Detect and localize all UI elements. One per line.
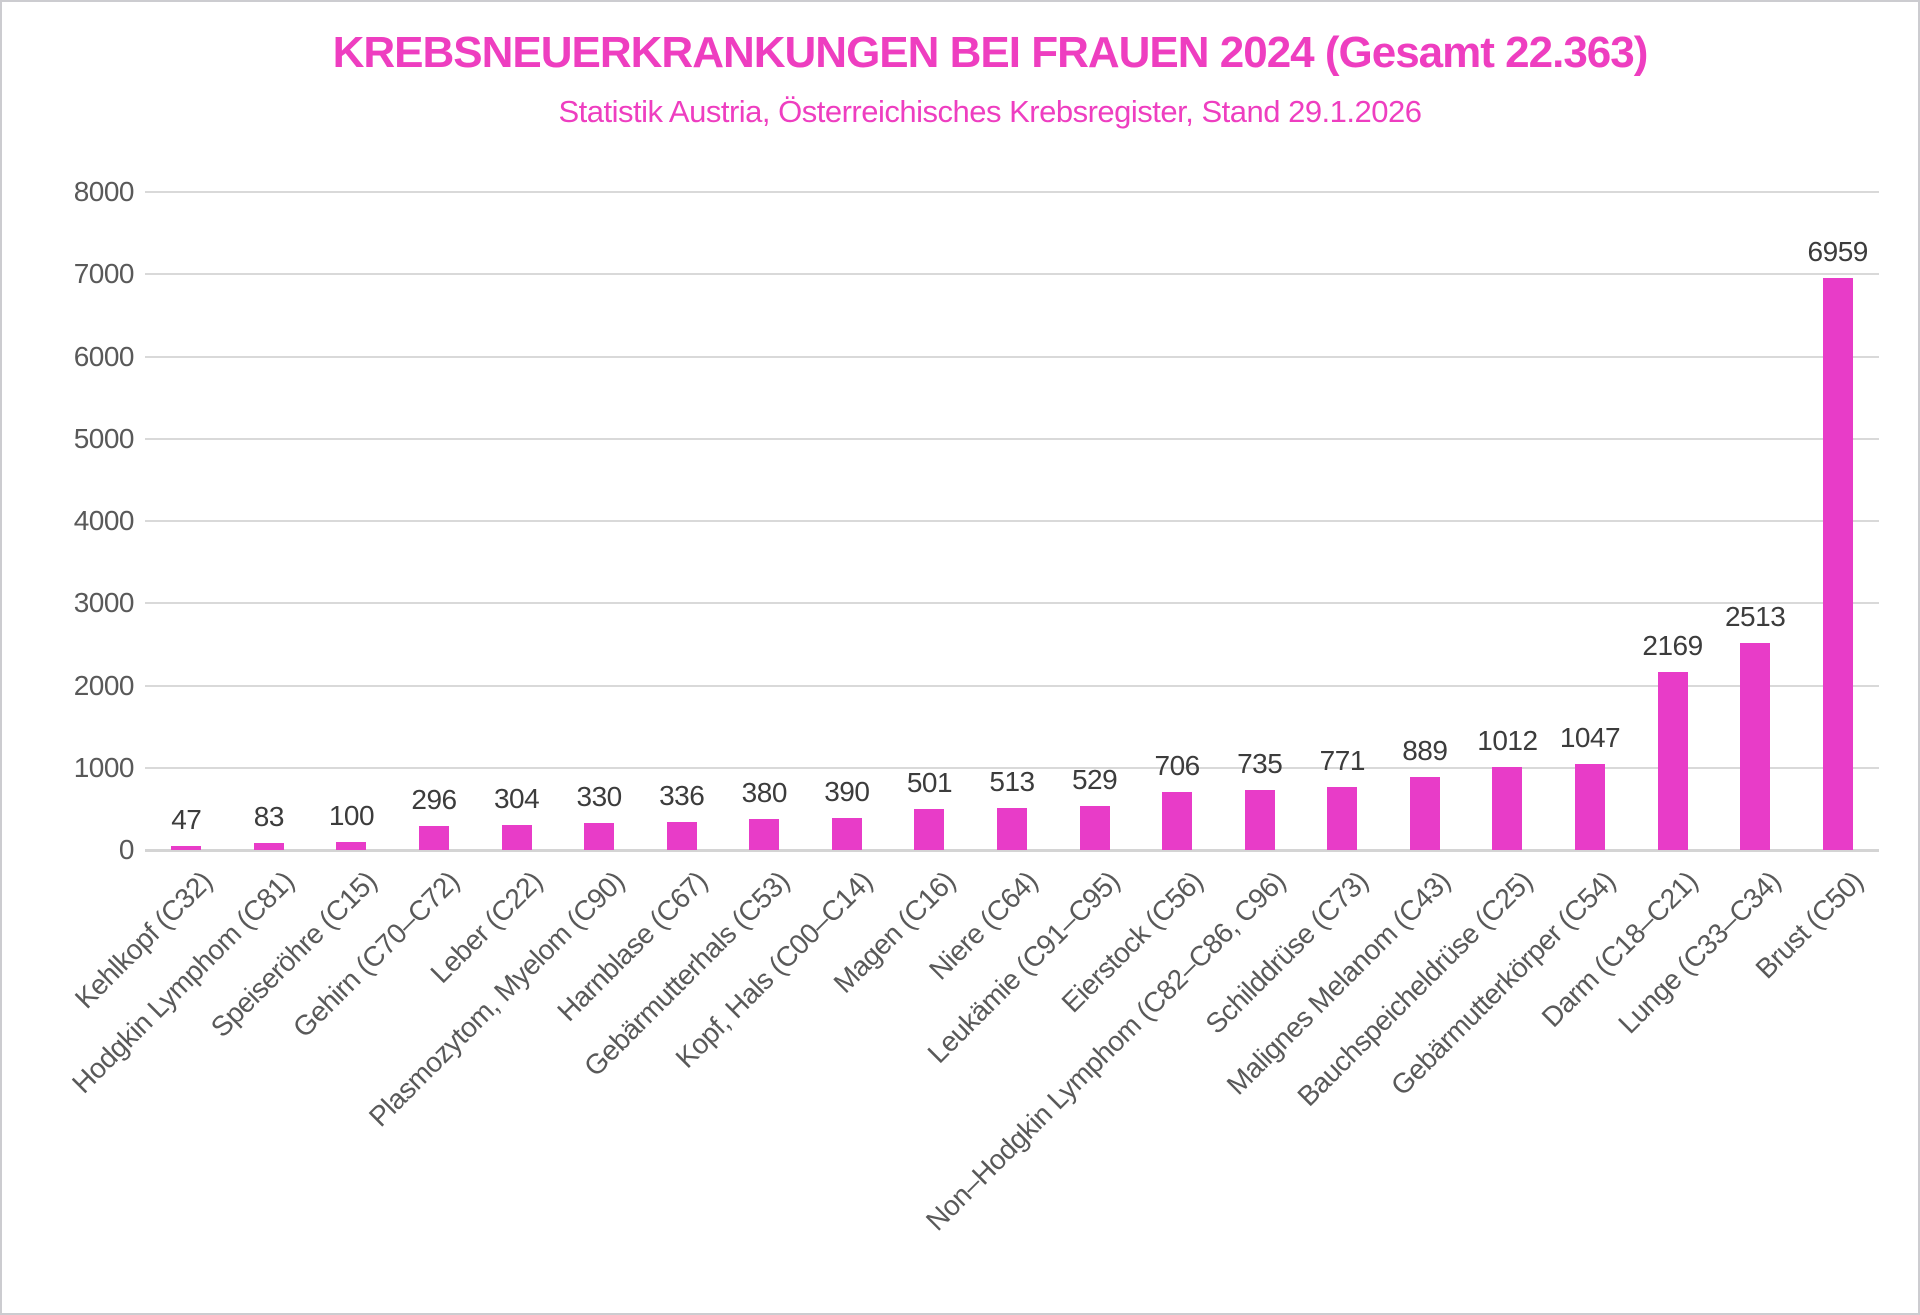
bar-value-label: 380	[741, 776, 788, 808]
bar	[1575, 763, 1605, 850]
bar-value-label: 706	[1154, 749, 1201, 781]
y-tick-label: 5000	[73, 422, 135, 454]
bar	[1409, 776, 1440, 850]
bar	[1492, 766, 1523, 850]
bar-value-label: 2513	[1724, 601, 1786, 633]
y-tick-label: 2000	[73, 669, 135, 701]
bar-value-label: 501	[906, 766, 953, 798]
bar-value-label: 83	[253, 801, 285, 833]
y-tick-label: 1000	[73, 751, 135, 783]
bar	[1079, 806, 1110, 850]
bar	[997, 807, 1027, 850]
bar	[253, 843, 284, 850]
gridline	[145, 437, 1879, 440]
gridline	[145, 191, 1879, 193]
bar-value-label: 304	[493, 782, 540, 814]
y-tick-label: 0	[118, 834, 135, 865]
bar-value-label: 6959	[1807, 235, 1869, 267]
bar	[171, 846, 202, 850]
bar	[501, 824, 532, 850]
bar	[749, 818, 780, 850]
bar-value-label: 1047	[1559, 721, 1621, 753]
bar-value-label: 529	[1071, 764, 1118, 796]
bar-value-label: 390	[824, 775, 870, 807]
gridline	[145, 766, 1879, 769]
bar	[831, 817, 862, 850]
gridline	[145, 520, 1879, 522]
y-tick-label: 6000	[73, 340, 135, 372]
bar	[1822, 277, 1853, 850]
bar-value-label: 336	[659, 780, 705, 812]
x-axis-line	[145, 849, 1879, 852]
y-tick-label: 7000	[73, 258, 135, 290]
chart-title: KREBSNEUERKRANKUNGEN BEI FRAUEN 2024 (Ge…	[332, 28, 1649, 77]
y-tick-label: 8000	[73, 176, 135, 207]
bar-value-label: 513	[989, 765, 1035, 797]
bar	[419, 825, 449, 850]
bar-value-label: 330	[576, 780, 623, 812]
bar	[584, 822, 615, 850]
bar	[1244, 789, 1275, 850]
bar	[336, 841, 367, 850]
gridline	[145, 355, 1879, 358]
bar-value-label: 889	[1402, 734, 1448, 766]
bar-value-label: 47	[171, 804, 202, 836]
gridline	[145, 684, 1879, 687]
bar-value-label: 2169	[1642, 629, 1703, 661]
bar-value-label: 735	[1237, 747, 1283, 779]
bar-value-label: 100	[328, 799, 375, 831]
bar	[1740, 643, 1771, 850]
bar-value-label: 296	[411, 783, 457, 815]
y-tick-label: 4000	[73, 505, 135, 536]
bar	[1657, 671, 1688, 850]
y-tick-label: 3000	[73, 587, 135, 619]
bar	[914, 808, 945, 850]
bar-value-label: 1012	[1477, 724, 1538, 756]
bar	[1162, 791, 1193, 850]
gridline	[145, 602, 1879, 605]
x-category-label: Harnblase (C67)	[551, 865, 713, 1028]
bar	[666, 822, 697, 850]
x-category-label: Kehlkopf (C32)	[68, 865, 218, 1015]
bar-value-label: 771	[1319, 744, 1366, 776]
bar	[1327, 786, 1358, 850]
chart-subtitle: Statistik Austria, Österreichisches Kreb…	[558, 94, 1422, 129]
gridline	[145, 273, 1879, 276]
